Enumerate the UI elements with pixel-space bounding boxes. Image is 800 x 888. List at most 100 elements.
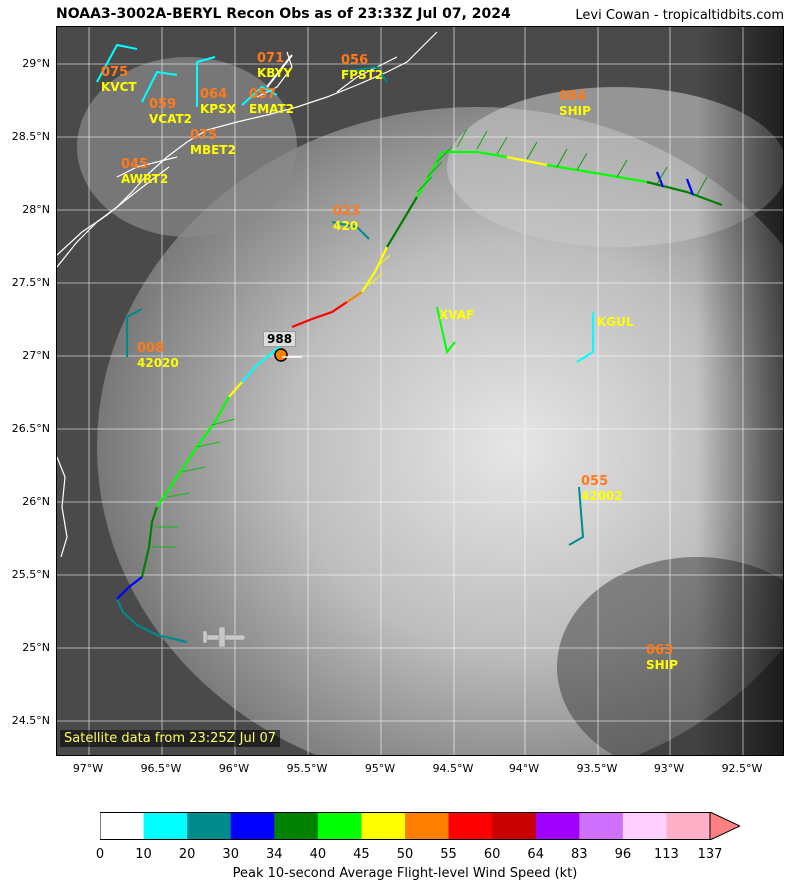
station-name: XVAF	[439, 308, 475, 322]
station-value: 075	[190, 128, 218, 143]
station-name: 42020	[137, 356, 179, 370]
lat-label-24-5: 24.5°N	[11, 714, 50, 727]
colorbar-tick-label: 45	[353, 847, 370, 862]
colorbar-tick-label: 0	[95, 847, 105, 862]
colorbar-cell	[535, 812, 580, 840]
colorbar-tick-label: 20	[178, 847, 196, 862]
lon-label-95: 95°W	[364, 762, 396, 775]
pressure-label: 988	[263, 331, 297, 347]
storm-center-marker	[274, 348, 288, 362]
station-name: KBYY	[257, 66, 293, 80]
lat-label-29: 29°N	[22, 57, 50, 70]
colorbar-tick-label: 34	[266, 847, 283, 862]
colorbar-tick-label: 60	[483, 847, 501, 862]
station-kgul: KGUL	[597, 315, 634, 329]
track-segment-yellow-3	[506, 155, 548, 167]
track-segment-darkgreen-3	[646, 180, 723, 207]
station-value: 063	[646, 643, 674, 658]
lat-label-25-5: 25.5°N	[11, 568, 50, 581]
lon-label-93: 93°W	[653, 762, 685, 775]
colorbar-cell	[492, 812, 537, 840]
station-value: 023	[333, 204, 361, 219]
track-segment-yellow-1	[228, 381, 243, 398]
colorbar-tick-label: 137	[697, 847, 723, 862]
track-segment-blue	[116, 576, 143, 600]
lat-label-26-5: 26.5°N	[11, 422, 50, 435]
colorbar-cell	[361, 812, 406, 840]
lat-label-27-5: 27.5°N	[11, 276, 50, 289]
colorbar-cell	[448, 812, 493, 840]
lon-label-97: 97°W	[72, 762, 104, 775]
satellite-timestamp: Satellite data from 23:25Z Jul 07	[60, 730, 281, 747]
colorbar-cell	[274, 812, 319, 840]
track-segment-yellow-2	[361, 246, 388, 293]
station-awrt2: 045 AWRT2	[121, 157, 168, 186]
station-name: KGUL	[597, 315, 634, 329]
station-name: 42002	[581, 489, 623, 503]
colorbar-cell	[143, 812, 188, 840]
colorbar-cell	[405, 812, 450, 840]
aircraft-icon	[202, 626, 246, 648]
colorbar-cell	[579, 812, 624, 840]
station-value: 008	[137, 341, 165, 356]
colorbar-outline	[100, 812, 711, 840]
colorbar-tick-label: 10	[135, 847, 152, 862]
colorbar-cell	[622, 812, 667, 840]
station-name: SHIP	[559, 104, 591, 118]
station-fpst2: 056 FPST2	[341, 53, 383, 82]
chart-title: NOAA3-3002A-BERYL Recon Obs as of 23:33Z…	[56, 6, 511, 22]
colorbar-tick-label: 96	[614, 847, 632, 862]
colorbar-tick-label: 30	[222, 847, 239, 862]
track-segment-green-4	[546, 163, 648, 184]
station-value: 059	[149, 97, 177, 112]
station-value: 055	[581, 474, 609, 489]
lon-label-95-5: 95.5°W	[286, 762, 328, 775]
colorbar-cell	[100, 812, 145, 840]
station-ship-se: 063 SHIP	[646, 643, 678, 672]
station-42020: 008 42020	[137, 341, 179, 370]
station-name: MBET2	[190, 143, 236, 157]
graticule	[57, 27, 783, 755]
right-dark-band	[697, 27, 783, 755]
station-ship-ne: 084 SHIP	[559, 89, 591, 118]
recon-flight-track	[116, 150, 723, 644]
colorbar-tick-label: 64	[527, 847, 544, 862]
track-segment-darkgreen	[140, 506, 159, 578]
station-name: VCAT2	[149, 112, 192, 126]
station-xvaf: XVAF	[439, 308, 474, 322]
track-segment-darkgreen-2	[386, 196, 418, 248]
colorbar-cell	[230, 812, 275, 840]
lon-label-94-5: 94.5°W	[432, 762, 474, 775]
colorbar-tick-label: 55	[440, 847, 457, 862]
station-value: 064	[200, 87, 228, 102]
lon-label-92-5: 92.5°W	[721, 762, 763, 775]
track-segment-green-2	[416, 151, 443, 198]
colorbar-cell	[666, 812, 711, 840]
station-name: KPSX	[200, 102, 236, 116]
station-value: 071	[257, 51, 285, 66]
lon-label-93-5: 93.5°W	[576, 762, 618, 775]
colorbar-tick-label: 50	[396, 847, 414, 862]
lat-label-25: 25°N	[22, 641, 50, 654]
station-name: KVCT	[101, 80, 137, 94]
satellite-map: 988 075 KVCT 059 VCAT2 064 KPSX 071 KBYY…	[56, 26, 784, 756]
station-barbs	[96, 43, 594, 546]
station-kbyy: 071 KBYY	[257, 51, 292, 80]
station-name: AWRT2	[121, 172, 169, 186]
track-segment-orange	[346, 291, 363, 303]
lat-label-27: 27°N	[22, 349, 50, 362]
lon-label-96-5: 96.5°W	[140, 762, 182, 775]
station-value: 056	[341, 53, 369, 68]
track-segment-teal	[116, 598, 188, 644]
station-value: 075	[101, 65, 129, 80]
colorbar-cells	[100, 812, 711, 840]
colorbar-title: Peak 10-second Average Flight-level Wind…	[232, 866, 578, 881]
track-segment-red	[291, 301, 348, 329]
station-emat2: 057 EMAT2	[249, 87, 294, 116]
station-mbet2: 075 MBET2	[190, 128, 236, 157]
lat-label-28: 28°N	[22, 203, 50, 216]
station-name: 420	[333, 219, 359, 233]
lat-label-26: 26°N	[22, 495, 50, 508]
colorbar-tick-label: 113	[654, 847, 679, 862]
station-kvct: 075 KVCT	[101, 65, 137, 94]
